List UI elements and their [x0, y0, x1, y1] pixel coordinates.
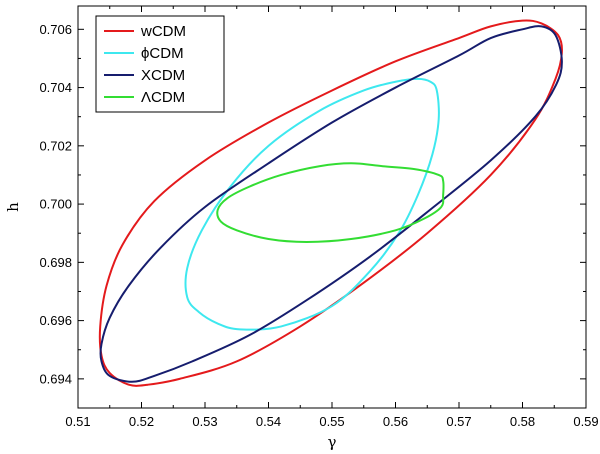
contour-wcdm — [98, 19, 563, 387]
x-tick-label: 0.58 — [510, 414, 535, 429]
x-tick-label: 0.55 — [319, 414, 344, 429]
x-tick-label: 0.59 — [573, 414, 598, 429]
contour-xcdm — [99, 25, 563, 383]
contour-curves — [98, 19, 563, 387]
x-tick-label: 0.52 — [129, 414, 154, 429]
x-tick-label: 0.53 — [192, 414, 217, 429]
legend-label: XCDM — [141, 67, 185, 84]
legend: wCDM ϕCDM XCDM ΛCDM — [95, 15, 225, 113]
contour-lambdacdm — [216, 162, 445, 243]
y-axis: 0.694 0.696 0.698 0.700 0.702 0.704 0.706 — [39, 22, 586, 409]
y-tick-label: 0.694 — [39, 371, 72, 386]
y-tick-label: 0.706 — [39, 22, 72, 37]
y-tick-label: 0.702 — [39, 138, 72, 153]
legend-label: ϕCDM — [141, 45, 184, 62]
x-axis: 0.51 0.52 0.53 0.54 0.55 0.56 0.57 0.58 0.59 — [65, 6, 599, 429]
y-tick-label: 0.698 — [39, 255, 72, 270]
y-tick-label: 0.704 — [39, 80, 72, 95]
x-tick-label: 0.57 — [446, 414, 471, 429]
y-axis-label: h — [4, 202, 22, 212]
x-axis-label: γ — [328, 433, 337, 451]
legend-label: wCDM — [140, 23, 186, 40]
y-tick-label: 0.696 — [39, 313, 72, 328]
y-tick-label: 0.700 — [39, 197, 72, 212]
x-tick-label: 0.54 — [256, 414, 281, 429]
x-tick-label: 0.56 — [383, 414, 408, 429]
x-tick-label: 0.51 — [65, 414, 90, 429]
contour-phicdm — [184, 77, 440, 331]
legend-label: ΛCDM — [141, 89, 185, 106]
